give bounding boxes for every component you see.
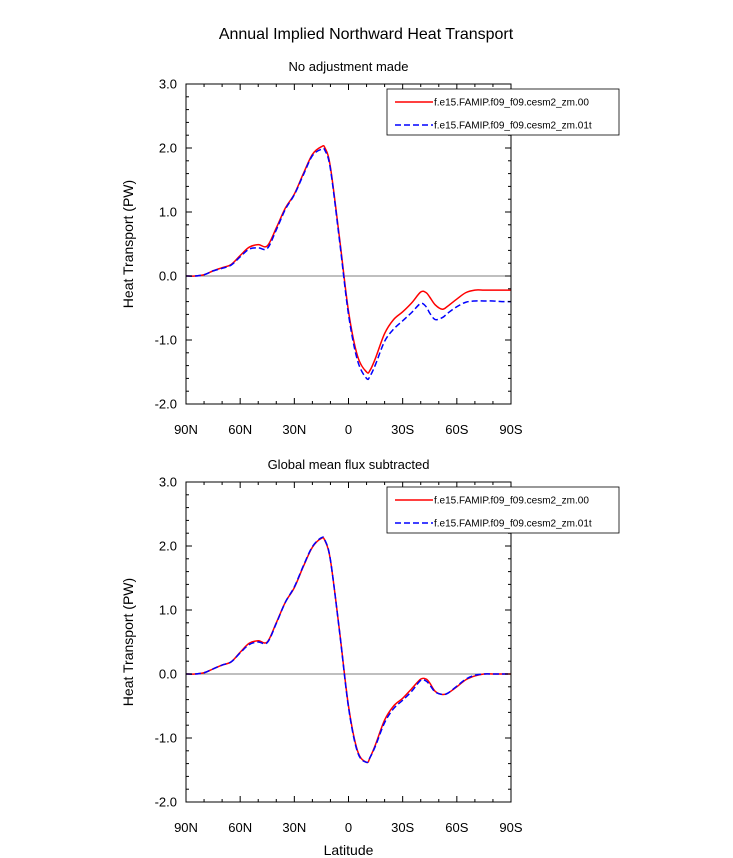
series-line-2: [185, 147, 512, 381]
y-axis-label: Heat Transport (PW): [120, 180, 136, 308]
x-tick-label: 0: [345, 422, 352, 437]
y-tick-label: 1.0: [159, 603, 177, 618]
x-tick-label: 60N: [228, 820, 252, 835]
y-tick-label: -2.0: [155, 397, 177, 412]
series-line-2: [185, 536, 511, 764]
panel-top: No adjustment made -2.0 -1.0 0.0 1.0 2.0 3.0 90…: [120, 59, 620, 437]
legend-label-1: f.e15.FAMIP.f09_f09.cesm2_zm.00: [434, 496, 589, 507]
x-axis-label: Latitude: [324, 842, 374, 858]
y-tick-label: -1.0: [155, 333, 177, 348]
y-tick-label: 0.0: [159, 667, 177, 682]
legend-box: [386, 88, 620, 136]
figure-title: Annual Implied Northward Heat Transport: [219, 26, 514, 43]
series-line-1: [185, 144, 511, 374]
y-tick-label: -2.0: [155, 795, 177, 810]
x-tick-label: 30N: [282, 820, 306, 835]
x-tick-label: 30S: [391, 422, 414, 437]
x-tick-label: 30N: [282, 422, 306, 437]
y-tick-label: 1.0: [159, 205, 177, 220]
x-tick-label: 90S: [499, 422, 522, 437]
x-tick-label: 60S: [445, 820, 468, 835]
x-tick-label: 60N: [228, 422, 252, 437]
legend-box: [386, 486, 620, 534]
y-axis-label: Heat Transport (PW): [120, 578, 136, 706]
legend-label-2: f.e15.FAMIP.f09_f09.cesm2_zm.01t: [434, 121, 592, 132]
x-tick-label: 0: [345, 820, 352, 835]
x-tick-label: 30S: [391, 820, 414, 835]
y-tick-label: -1.0: [155, 731, 177, 746]
y-tick-label: 2.0: [159, 141, 177, 156]
panel-subtitle: No adjustment made: [289, 59, 409, 74]
x-tick-label: 90N: [174, 820, 198, 835]
x-tick-label: 90N: [174, 422, 198, 437]
legend-label-2: f.e15.FAMIP.f09_f09.cesm2_zm.01t: [434, 519, 592, 530]
panel-bottom: Global mean flux subtracted -2.0 -1.0 0.0 1.…: [120, 457, 620, 858]
y-tick-label: 2.0: [159, 539, 177, 554]
y-tick-label: 3.0: [159, 77, 177, 92]
series-line-1: [185, 536, 511, 764]
y-tick-label: 3.0: [159, 475, 177, 490]
x-tick-label: 90S: [499, 820, 522, 835]
x-tick-label: 60S: [445, 422, 468, 437]
panel-subtitle: Global mean flux subtracted: [268, 457, 430, 472]
y-tick-label: 0.0: [159, 269, 177, 284]
legend-label-1: f.e15.FAMIP.f09_f09.cesm2_zm.00: [434, 98, 589, 109]
